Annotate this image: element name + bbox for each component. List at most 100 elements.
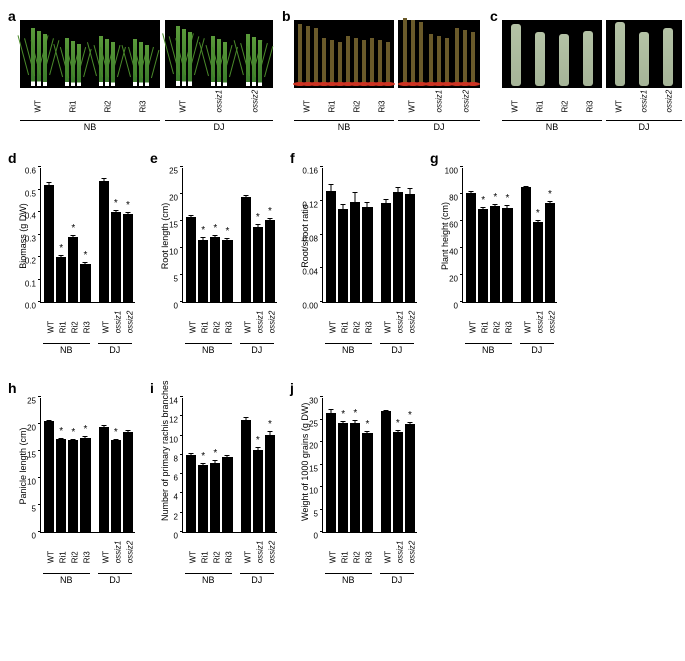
bar — [405, 194, 415, 302]
ytick: 5 — [174, 275, 178, 284]
bar: * — [405, 424, 415, 532]
ytick: 30 — [309, 397, 318, 406]
bar — [326, 413, 336, 532]
bar: * — [111, 212, 121, 302]
ytick: 15 — [309, 464, 318, 473]
xlabel: Ri1 — [68, 101, 77, 113]
xlabel: WT — [302, 101, 311, 113]
ytick: 0 — [454, 302, 458, 311]
ytick: 12 — [169, 416, 178, 425]
sig-star: * — [256, 435, 260, 446]
bar: * — [362, 433, 372, 532]
panel-b-dj-photo — [398, 20, 480, 88]
bar: * — [502, 208, 512, 303]
chart-xlabel: Ri2 — [71, 550, 80, 563]
chart-xlabel: WT — [188, 550, 197, 563]
chart-i: i02468101214****Number of primary rachis… — [150, 380, 280, 625]
group-label-nb: NB — [465, 345, 512, 355]
bar — [381, 203, 391, 302]
sig-star: * — [84, 250, 88, 261]
ytick: 4 — [174, 493, 178, 502]
ylabel: Root/shoot ratio — [300, 181, 310, 291]
chart-f: f0.000.040.080.120.16Root/shoot ratioWTR… — [290, 150, 420, 395]
chart-xlabel: WT — [328, 550, 337, 563]
bar — [44, 421, 54, 532]
ylabel: Number of primary rachis branches — [160, 411, 170, 521]
bar: * — [478, 209, 488, 302]
chart-xlabel: Ri2 — [213, 320, 222, 333]
chart-xlabel: ossiz1 — [255, 320, 264, 333]
bar: * — [350, 423, 360, 532]
bar — [381, 411, 391, 532]
bar: * — [210, 237, 220, 302]
chart-g: g020406080100*****Plant height (cm)WTRi1… — [430, 150, 560, 395]
xlabel: Ri3 — [138, 101, 147, 113]
chart-xlabel: WT — [328, 320, 337, 333]
bar — [186, 217, 196, 302]
chart-xlabel: Ri1 — [200, 550, 209, 563]
group-label-nb: NB — [185, 575, 232, 585]
sig-star: * — [114, 427, 118, 438]
sig-star: * — [481, 195, 485, 206]
bar: * — [490, 206, 500, 302]
group-label-nb: NB — [43, 575, 90, 585]
ytick: 0.00 — [302, 302, 318, 311]
xlabel: ossiz2 — [665, 101, 674, 113]
sig-star: * — [353, 408, 357, 419]
chart-d: d0.00.10.20.30.40.50.6*****Biomass (g DW… — [8, 150, 138, 395]
bar — [99, 181, 109, 303]
chart-xlabel: ossiz1 — [113, 550, 122, 563]
chart-xlabel: WT — [46, 320, 55, 333]
sig-star: * — [548, 189, 552, 200]
group-label-dj: DJ — [98, 575, 132, 585]
panel-c-nb-photo — [502, 20, 602, 88]
chart-xlabel: Ri2 — [493, 320, 502, 333]
chart-label: f — [290, 150, 295, 166]
chart-xlabel: ossiz1 — [395, 320, 404, 333]
sig-star: * — [506, 193, 510, 204]
bar: * — [533, 222, 543, 302]
chart-xlabel: WT — [46, 550, 55, 563]
xlabel: Ri3 — [377, 101, 386, 113]
panel-b-nb-photo — [294, 20, 394, 88]
chart-xlabel: ossiz2 — [407, 550, 416, 563]
sig-star: * — [114, 198, 118, 209]
panel-c-label: c — [490, 8, 498, 24]
chart-xlabel: Ri3 — [505, 320, 514, 333]
bar: * — [265, 435, 275, 532]
chart-xlabel: ossiz2 — [547, 320, 556, 333]
ylabel: Plant height (cm) — [440, 181, 450, 291]
chart-xlabel: WT — [243, 550, 252, 563]
chart-xlabel: ossiz2 — [267, 320, 276, 333]
chart-xlabel: Ri3 — [83, 550, 92, 563]
group-label-dj: DJ — [606, 122, 682, 132]
chart-xlabel: Ri3 — [365, 550, 374, 563]
group-label-dj: DJ — [98, 345, 132, 355]
sig-star: * — [536, 208, 540, 219]
panel-a-nb-photo — [20, 20, 160, 88]
bar: * — [393, 432, 403, 532]
ytick: 0.6 — [25, 167, 36, 176]
bar — [521, 187, 531, 302]
bar — [466, 193, 476, 302]
chart-e: e0510152025*****Root length (cm)WTRi1Ri2… — [150, 150, 280, 395]
chart-xlabel: Ri1 — [340, 550, 349, 563]
chart-xlabel: ossiz2 — [125, 550, 134, 563]
chart-xlabel: Ri1 — [58, 550, 67, 563]
bar — [362, 207, 372, 302]
xlabel: Ri2 — [103, 101, 112, 113]
group-label-nb: NB — [185, 345, 232, 355]
ytick: 8 — [174, 454, 178, 463]
group-label-nb: NB — [325, 575, 372, 585]
sig-star: * — [366, 419, 370, 430]
sig-star: * — [256, 212, 260, 223]
panel-a-dj-photo — [165, 20, 273, 88]
ylabel: Panicle length (cm) — [18, 411, 28, 521]
ytick: 2 — [174, 512, 178, 521]
bar: * — [198, 240, 208, 302]
xlabel: WT — [33, 101, 42, 113]
chart-xlabel: WT — [383, 320, 392, 333]
ytick: 25 — [309, 419, 318, 428]
bar — [241, 197, 251, 302]
chart-xlabel: Ri1 — [200, 320, 209, 333]
